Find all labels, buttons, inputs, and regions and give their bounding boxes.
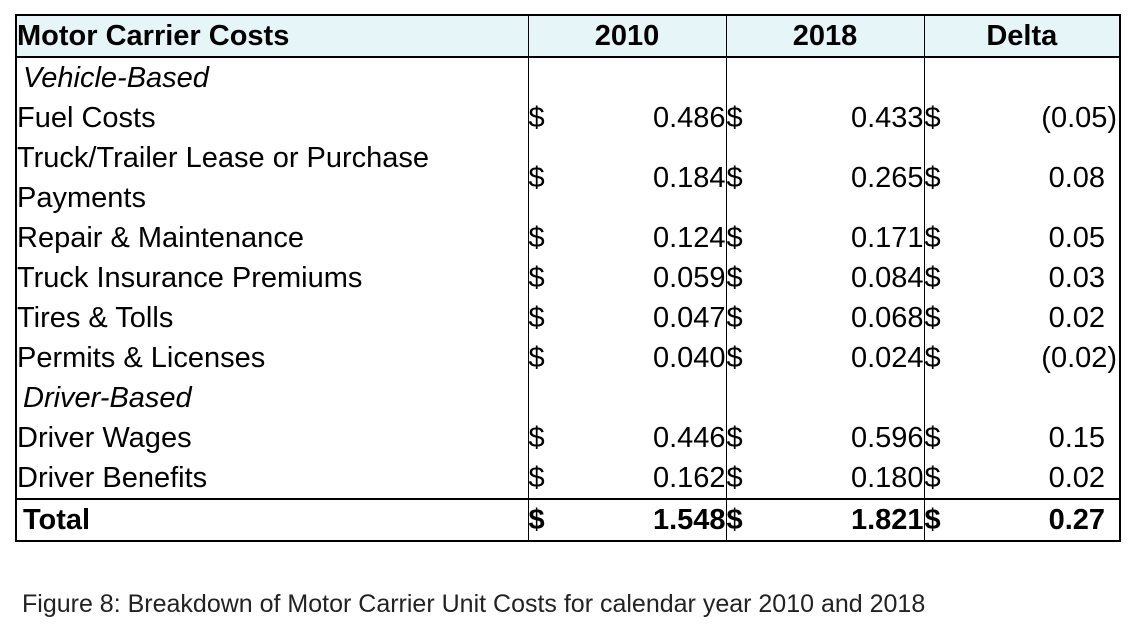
group-row-vehicle: Vehicle-Based <box>16 57 1120 98</box>
value-delta: 0.15 <box>1048 422 1106 454</box>
header-row: Motor Carrier Costs 2010 2018 Delta <box>16 15 1121 58</box>
group-label-driver: Driver-Based <box>16 378 529 418</box>
currency-symbol: $ <box>924 222 941 254</box>
value-2018: 0.084 <box>778 258 925 298</box>
value-2010: 0.059 <box>580 258 727 298</box>
row-label: Driver Wages <box>16 418 529 458</box>
currency-symbol: $ <box>924 342 941 374</box>
currency-symbol: $ <box>528 162 545 194</box>
currency-symbol: $ <box>924 102 941 134</box>
figure-caption: Figure 8: Breakdown of Motor Carrier Uni… <box>22 590 926 618</box>
value-2010: 0.446 <box>580 418 727 458</box>
value-delta: (0.02) <box>1041 342 1118 374</box>
value-delta: 0.08 <box>1048 162 1106 194</box>
value-2018: 0.180 <box>778 458 925 499</box>
total-label: Total <box>16 498 529 541</box>
row-label: Fuel Costs <box>16 98 529 138</box>
currency-symbol: $ <box>924 498 977 541</box>
currency-symbol: $ <box>528 462 545 494</box>
value-2010: 0.162 <box>580 458 727 499</box>
value-2018: 0.068 <box>778 298 925 338</box>
table-row-repair: Repair & Maintenance $ 0.124 $ 0.171 $ 0… <box>16 218 1120 258</box>
header-label: Motor Carrier Costs <box>16 15 529 58</box>
value-delta: 0.02 <box>1048 462 1106 494</box>
currency-symbol: $ <box>726 422 743 454</box>
value-2010: 0.047 <box>580 298 727 338</box>
currency-symbol: $ <box>528 222 545 254</box>
value-delta: 0.05 <box>1048 222 1106 254</box>
table-row-fuel: Fuel Costs $ 0.486 $ 0.433 $ (0.05) <box>16 98 1120 138</box>
row-label: Truck/Trailer Lease or Purchase Payments <box>16 138 529 218</box>
currency-symbol: $ <box>726 342 743 374</box>
currency-symbol: $ <box>924 162 941 194</box>
value-delta: 0.03 <box>1048 262 1106 294</box>
row-label: Tires & Tolls <box>16 298 529 338</box>
currency-symbol: $ <box>528 262 545 294</box>
table-row-total: Total $ 1.548 $ 1.821 $ 0.27 <box>16 498 1121 541</box>
value-2010: 0.486 <box>580 98 727 138</box>
currency-symbol: $ <box>924 262 941 294</box>
value-2018: 0.433 <box>778 98 925 138</box>
table-row-wages: Driver Wages $ 0.446 $ 0.596 $ 0.15 <box>16 418 1120 458</box>
row-label: Repair & Maintenance <box>16 218 529 258</box>
total-2010: 1.548 <box>580 498 727 541</box>
currency-symbol: $ <box>924 302 941 334</box>
motor-carrier-costs-table: Motor Carrier Costs 2010 2018 Delta Vehi… <box>15 14 1122 542</box>
total-2018: 1.821 <box>778 498 925 541</box>
header-delta: Delta <box>924 15 1121 58</box>
currency-symbol: $ <box>528 342 545 374</box>
total-delta: 0.27 <box>976 498 1121 541</box>
currency-symbol: $ <box>528 498 580 541</box>
value-2010: 0.040 <box>580 338 727 378</box>
table-row-insurance: Truck Insurance Premiums $ 0.059 $ 0.084… <box>16 258 1120 298</box>
table-row-tires: Tires & Tolls $ 0.047 $ 0.068 $ 0.02 <box>16 298 1120 338</box>
header-2018: 2018 <box>726 15 925 58</box>
value-delta: (0.05) <box>1041 102 1118 134</box>
table-row-truck: Truck/Trailer Lease or Purchase Payments… <box>16 138 1120 218</box>
row-label: Permits & Licenses <box>16 338 529 378</box>
currency-symbol: $ <box>726 262 743 294</box>
currency-symbol: $ <box>528 422 545 454</box>
value-2018: 0.024 <box>778 338 925 378</box>
currency-symbol: $ <box>726 102 743 134</box>
currency-symbol: $ <box>726 222 743 254</box>
currency-symbol: $ <box>528 102 545 134</box>
value-2018: 0.265 <box>778 138 925 218</box>
table-row-benefits: Driver Benefits $ 0.162 $ 0.180 $ 0.02 <box>16 458 1120 499</box>
group-row-driver: Driver-Based <box>16 378 1120 418</box>
value-2018: 0.171 <box>778 218 925 258</box>
table-row-permits: Permits & Licenses $ 0.040 $ 0.024 $ (0.… <box>16 338 1120 378</box>
value-2010: 0.124 <box>580 218 727 258</box>
value-2010: 0.184 <box>580 138 727 218</box>
row-label: Driver Benefits <box>16 458 529 499</box>
value-2018: 0.596 <box>778 418 925 458</box>
currency-symbol: $ <box>726 302 743 334</box>
value-delta: 0.02 <box>1048 302 1106 334</box>
header-2010: 2010 <box>528 15 727 58</box>
row-label: Truck Insurance Premiums <box>16 258 529 298</box>
currency-symbol: $ <box>726 462 743 494</box>
currency-symbol: $ <box>726 162 743 194</box>
group-label-vehicle: Vehicle-Based <box>16 57 529 98</box>
currency-symbol: $ <box>924 462 941 494</box>
currency-symbol: $ <box>528 302 545 334</box>
currency-symbol: $ <box>726 498 779 541</box>
currency-symbol: $ <box>924 422 941 454</box>
